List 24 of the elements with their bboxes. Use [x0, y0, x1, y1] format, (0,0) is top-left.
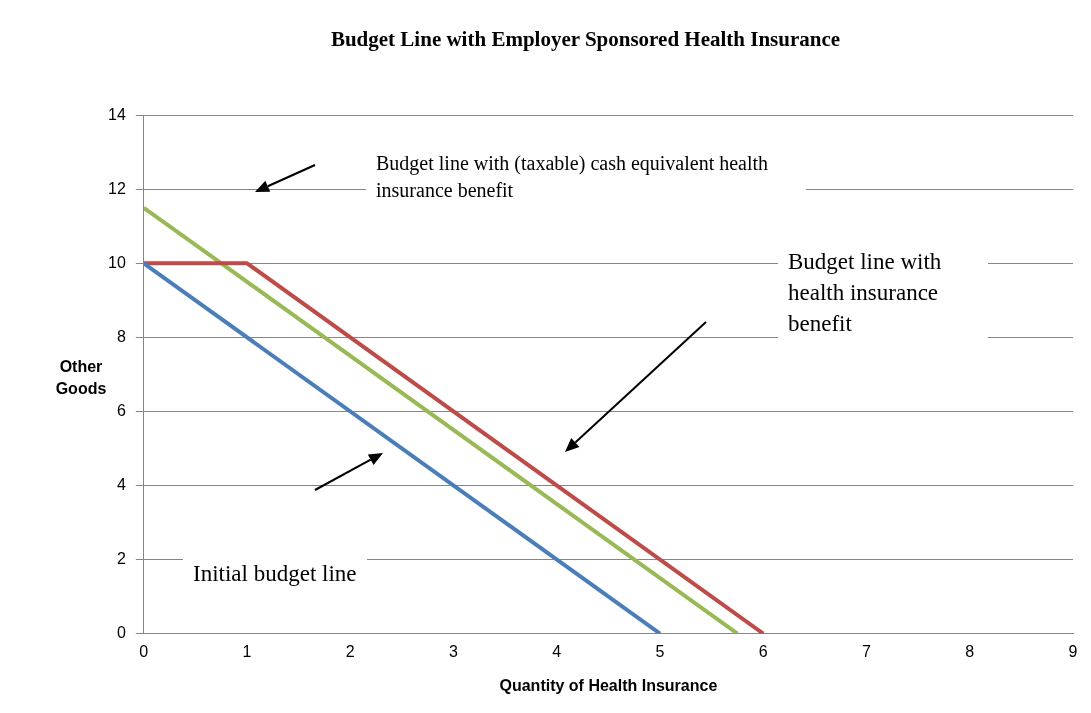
y-tick-label: 2 — [116, 549, 126, 567]
y-axis-title: Other Goods — [54, 357, 108, 399]
x-axis-title: Quantity of Health Insurance — [499, 676, 718, 694]
y-tick-label: 8 — [116, 327, 126, 345]
x-tick-label: 8 — [965, 642, 975, 660]
x-tick-label: 9 — [1068, 642, 1078, 660]
annotation: Budget line with (taxable) cash equivalent health insurance benefit — [366, 148, 806, 206]
x-tick-label: 6 — [758, 642, 768, 660]
y-tick-label: 0 — [116, 624, 126, 642]
x-tick-label: 3 — [449, 642, 459, 660]
y-tick-label: 6 — [116, 401, 126, 419]
x-tick-label: 4 — [552, 642, 562, 660]
annotation: Budget line with health insurance benefit — [778, 244, 988, 342]
y-tick-label: 12 — [108, 179, 126, 197]
y-tick-label: 4 — [116, 475, 126, 493]
x-tick-label: 0 — [139, 642, 149, 660]
x-tick-label: 5 — [655, 642, 665, 660]
chart-title: Budget Line with Employer Sponsored Health Insurance — [330, 27, 841, 52]
annotation: Initial budget line — [183, 556, 367, 592]
y-tick-label: 10 — [108, 253, 126, 271]
x-tick-label: 1 — [242, 642, 252, 660]
x-tick-label: 2 — [345, 642, 355, 660]
y-tick-label: 14 — [108, 105, 126, 123]
x-tick-label: 7 — [862, 642, 872, 660]
